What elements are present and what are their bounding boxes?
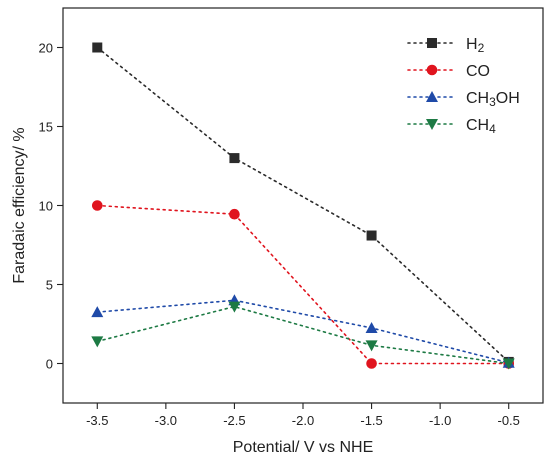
- data-point: [229, 153, 240, 164]
- y-axis-title: Faradaic efficiency/ %: [11, 127, 28, 283]
- legend-label: CH3OH: [466, 90, 520, 109]
- data-point: [366, 230, 377, 241]
- x-tick-label: -3.5: [86, 413, 108, 428]
- data-point: [502, 358, 515, 370]
- data-point: [366, 358, 377, 369]
- data-point: [228, 301, 241, 313]
- y-tick-label: 20: [39, 41, 53, 56]
- legend-marker: [427, 38, 437, 48]
- data-point: [92, 42, 103, 53]
- data-point: [91, 306, 104, 318]
- legend-marker: [426, 119, 438, 130]
- legend-item: CH4: [407, 117, 496, 136]
- series-3: [91, 301, 515, 370]
- axes: -3.5 -3.0 -2.5 -2.0 -1.5 -1.0 -0.5 0 5 10 15 20 Pote…: [11, 7, 544, 456]
- y-tick-label: 0: [46, 357, 53, 372]
- x-tick-label: -2.5: [223, 413, 245, 428]
- legend-marker: [426, 64, 438, 76]
- y-tick-label: 15: [39, 120, 53, 135]
- legend-label: CH4: [466, 117, 496, 136]
- y-tick-label: 10: [39, 199, 53, 214]
- legend-item: CH3OH: [407, 90, 520, 109]
- series-layer: [91, 42, 515, 370]
- data-point: [91, 200, 103, 211]
- legend-label: CO: [466, 63, 490, 80]
- x-tick-label: -0.5: [498, 413, 520, 428]
- data-point: [91, 336, 104, 348]
- series-line: [96, 305, 510, 365]
- data-point: [229, 208, 240, 220]
- legend-label: H2: [466, 36, 485, 55]
- x-tick-label: -1.5: [360, 413, 382, 428]
- data-point: [365, 321, 378, 333]
- series-0: [92, 42, 514, 367]
- legend-item: H2: [407, 36, 485, 55]
- series-line: [96, 46, 510, 363]
- series-1: [91, 200, 515, 369]
- legend: H2 CO CH3OH CH4: [407, 36, 520, 136]
- x-tick-label: -3.0: [155, 413, 177, 428]
- data-point: [365, 340, 378, 352]
- series-line: [96, 299, 510, 364]
- y-tick-label: 5: [46, 278, 53, 293]
- legend-marker: [426, 91, 438, 102]
- series-line: [96, 204, 510, 365]
- legend-item: CO: [407, 63, 490, 80]
- x-tick-label: -2.0: [292, 413, 314, 428]
- x-tick-label: -1.0: [429, 413, 451, 428]
- x-axis-title: Potential/ V vs NHE: [233, 439, 374, 456]
- series-2: [91, 294, 515, 368]
